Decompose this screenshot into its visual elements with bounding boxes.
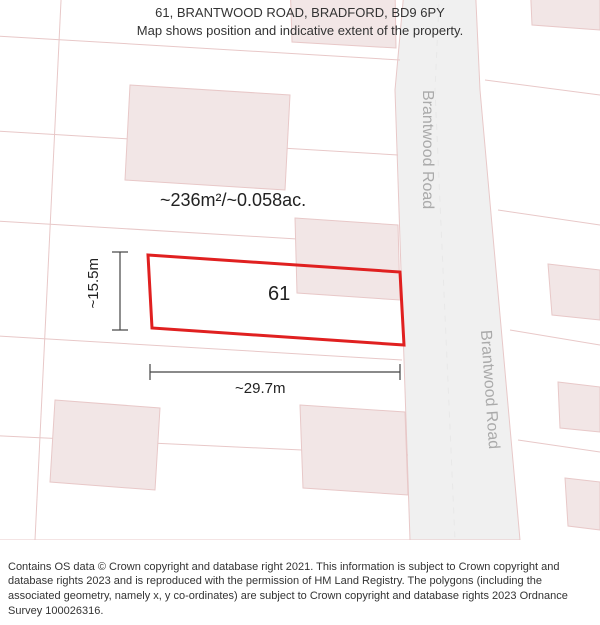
map-subtitle: Map shows position and indicative extent…: [0, 22, 600, 40]
width-label: ~29.7m: [235, 380, 285, 397]
map-area: ~236m²/~0.058ac. ~15.5m ~29.7m 61 Brantw…: [0, 0, 600, 540]
plot-number-label: 61: [268, 283, 290, 306]
height-label: ~15.5m: [85, 258, 102, 308]
map-footer: Contains OS data © Crown copyright and d…: [8, 560, 592, 619]
map-header: 61, BRANTWOOD ROAD, BRADFORD, BD9 6PY Ma…: [0, 4, 600, 40]
area-label: ~236m²/~0.058ac.: [160, 190, 306, 211]
map-title: 61, BRANTWOOD ROAD, BRADFORD, BD9 6PY: [0, 4, 600, 22]
